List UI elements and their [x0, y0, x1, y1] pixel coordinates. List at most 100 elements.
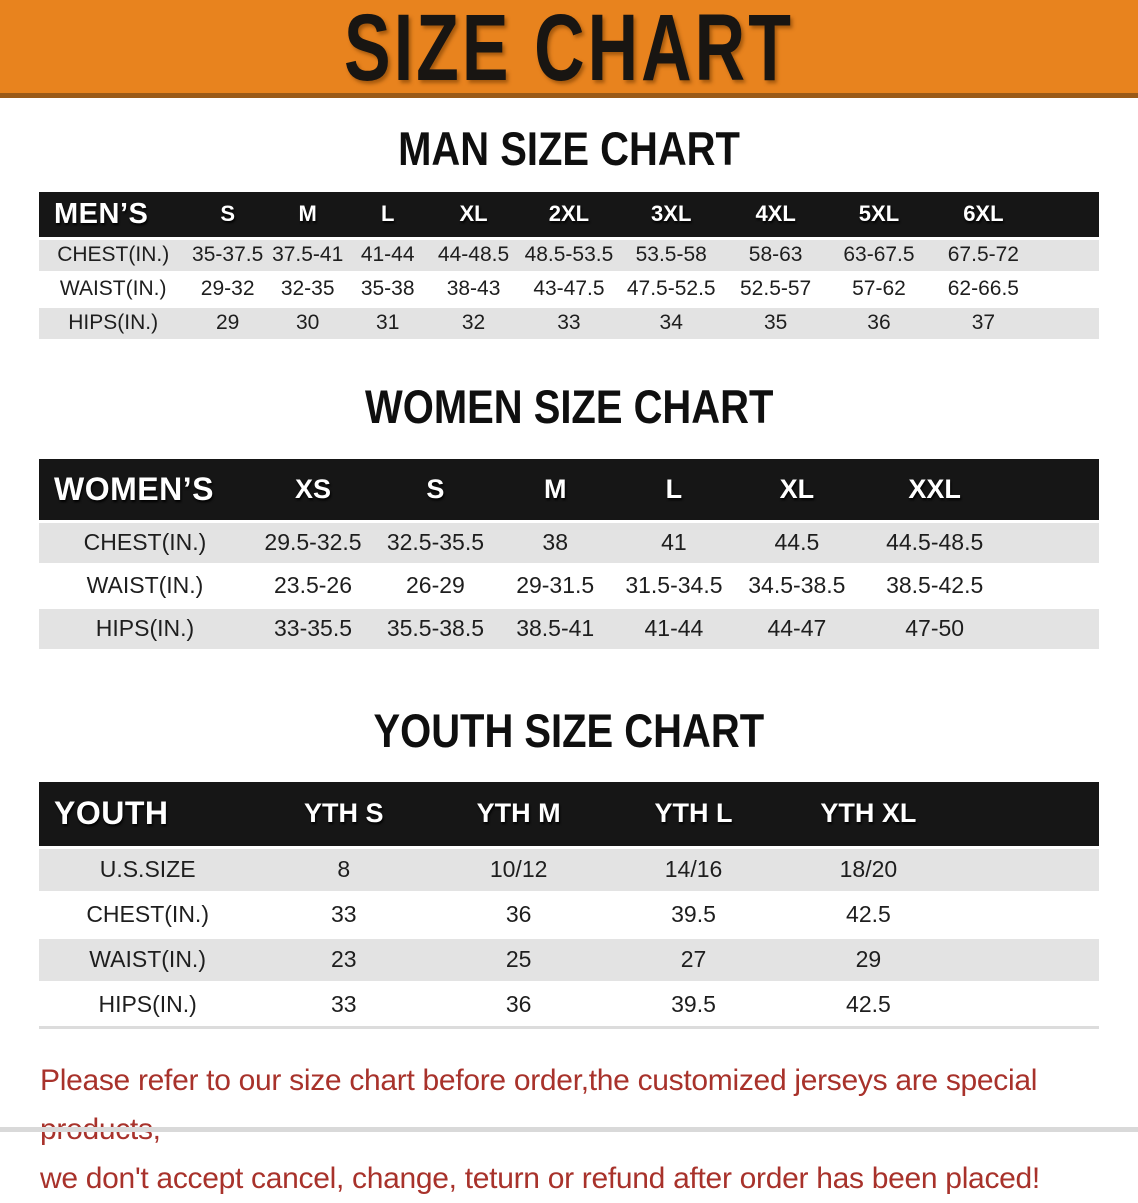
filler-cell [1008, 564, 1099, 607]
column-header: L [614, 459, 734, 521]
column-header: XXL [860, 459, 1009, 521]
column-header: M [267, 192, 348, 238]
size-value: 38 [495, 519, 615, 565]
women-size-table: WOMEN’S XS S M L XL XXL CHEST(IN.) 29.5-… [39, 459, 1099, 651]
women-header-label: WOMEN’S [39, 459, 251, 521]
filler-cell [1036, 272, 1099, 306]
size-value: 32.5-35.5 [375, 519, 496, 565]
table-row: HIPS(IN.) 29 30 31 32 33 34 35 36 37 [39, 304, 1099, 341]
column-header: XS [251, 459, 376, 521]
row-label: WAIST(IN.) [39, 935, 257, 983]
size-value: 33-35.5 [251, 605, 376, 651]
women-header-row: WOMEN’S XS S M L XL XXL [39, 459, 1099, 521]
column-header: YTH S [256, 782, 432, 847]
row-label: HIPS(IN.) [39, 605, 251, 651]
size-value: 36 [827, 304, 931, 341]
size-value: 52.5-57 [723, 272, 828, 306]
column-header: 2XL [519, 192, 619, 238]
table-row: CHEST(IN.) 35-37.5 37.5-41 41-44 44-48.5… [39, 236, 1099, 273]
size-value: 38.5-42.5 [860, 564, 1009, 607]
size-value: 41-44 [614, 605, 734, 651]
column-header: XL [427, 192, 520, 238]
size-value: 31 [347, 304, 428, 341]
table-row: CHEST(IN.) 33 36 39.5 42.5 [39, 892, 1099, 937]
size-chart-banner: SIZE CHART [0, 0, 1138, 98]
column-header: S [187, 192, 268, 238]
size-value: 41-44 [347, 236, 428, 273]
women-section-title-text: WOMEN SIZE CHART [364, 380, 774, 433]
size-value: 18/20 [780, 845, 956, 893]
size-value: 29-31.5 [495, 564, 615, 607]
size-value: 39.5 [606, 982, 781, 1027]
size-value: 44.5-48.5 [860, 519, 1009, 565]
size-value: 23 [256, 935, 432, 983]
column-header: YTH XL [780, 782, 956, 847]
table-row: HIPS(IN.) 33-35.5 35.5-38.5 38.5-41 41-4… [39, 605, 1099, 651]
column-header: M [495, 459, 615, 521]
men-header-row: MEN’S S M L XL 2XL 3XL 4XL 5XL 6XL [39, 192, 1099, 238]
size-value: 39.5 [606, 892, 781, 937]
size-value: 27 [606, 935, 781, 983]
youth-header-row: YOUTH YTH S YTH M YTH L YTH XL [39, 782, 1099, 847]
size-value: 33 [519, 304, 619, 341]
column-header: YTH L [606, 782, 781, 847]
size-value: 44-48.5 [427, 236, 520, 273]
filler-cell [955, 782, 1099, 847]
women-section-title: WOMEN SIZE CHART [0, 379, 1138, 434]
filler-cell [955, 935, 1099, 983]
youth-size-table: YOUTH YTH S YTH M YTH L YTH XL U.S.SIZE … [39, 782, 1099, 1029]
size-value: 35 [723, 304, 828, 341]
size-value: 63-67.5 [827, 236, 931, 273]
size-value: 42.5 [780, 892, 956, 937]
table-row: WAIST(IN.) 29-32 32-35 35-38 38-43 43-47… [39, 272, 1099, 306]
size-value: 33 [256, 982, 432, 1027]
size-value: 44.5 [733, 519, 861, 565]
table-row: WAIST(IN.) 23.5-26 26-29 29-31.5 31.5-34… [39, 564, 1099, 607]
bottom-edge-strip [0, 1127, 1138, 1132]
size-value: 37.5-41 [267, 236, 348, 273]
size-value: 25 [431, 935, 607, 983]
size-value: 36 [431, 892, 607, 937]
column-header: L [347, 192, 428, 238]
column-header: 5XL [827, 192, 931, 238]
size-value: 10/12 [431, 845, 607, 893]
size-value: 37 [930, 304, 1037, 341]
size-value: 30 [267, 304, 348, 341]
row-label: HIPS(IN.) [39, 982, 257, 1027]
size-value: 48.5-53.5 [519, 236, 619, 273]
disclaimer-line-1: Please refer to our size chart before or… [40, 1063, 1038, 1146]
filler-cell [955, 845, 1099, 893]
filler-cell [1036, 192, 1099, 238]
size-value: 38.5-41 [495, 605, 615, 651]
row-label: WAIST(IN.) [39, 564, 251, 607]
column-header: 4XL [723, 192, 828, 238]
size-value: 47.5-52.5 [618, 272, 724, 306]
size-value: 35-37.5 [187, 236, 268, 273]
table-row: HIPS(IN.) 33 36 39.5 42.5 [39, 982, 1099, 1027]
youth-section-title: YOUTH SIZE CHART [0, 703, 1138, 758]
table-row: U.S.SIZE 8 10/12 14/16 18/20 [39, 845, 1099, 893]
filler-cell [1008, 519, 1099, 565]
row-label: U.S.SIZE [39, 845, 257, 893]
table-row: WAIST(IN.) 23 25 27 29 [39, 935, 1099, 983]
men-header-label: MEN’S [39, 192, 188, 238]
size-value: 44-47 [733, 605, 861, 651]
size-value: 67.5-72 [930, 236, 1037, 273]
table-row: CHEST(IN.) 29.5-32.5 32.5-35.5 38 41 44.… [39, 519, 1099, 565]
filler-cell [1008, 605, 1099, 651]
size-value: 29.5-32.5 [251, 519, 376, 565]
size-value: 57-62 [827, 272, 931, 306]
size-value: 41 [614, 519, 734, 565]
size-value: 33 [256, 892, 432, 937]
filler-cell [955, 892, 1099, 937]
page-title: SIZE CHART [344, 0, 794, 98]
size-value: 8 [256, 845, 432, 893]
column-header: YTH M [431, 782, 607, 847]
row-label: CHEST(IN.) [39, 892, 257, 937]
column-header: 3XL [618, 192, 724, 238]
size-value: 32-35 [267, 272, 348, 306]
size-value: 35.5-38.5 [375, 605, 496, 651]
column-header: XL [733, 459, 861, 521]
size-value: 35-38 [347, 272, 428, 306]
size-value: 34.5-38.5 [733, 564, 861, 607]
